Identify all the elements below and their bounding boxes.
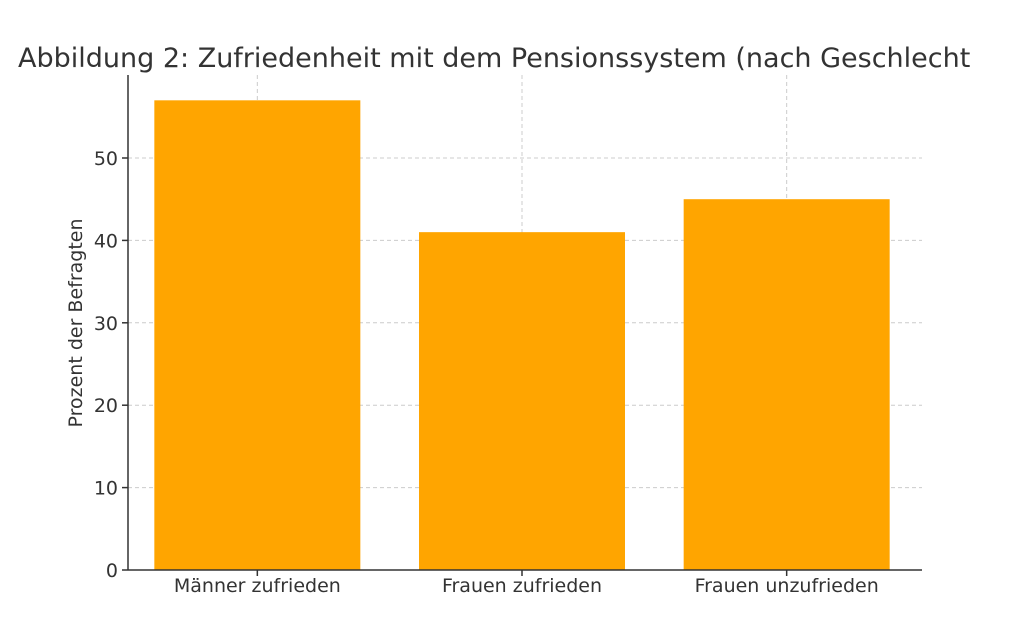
- x-tick-label: Frauen zufrieden: [442, 575, 602, 597]
- y-tick-label: 0: [106, 560, 118, 582]
- y-tick-label: 40: [94, 230, 118, 252]
- bars: [154, 100, 890, 570]
- y-tick-label: 50: [94, 148, 118, 170]
- x-tick-label: Männer zufrieden: [174, 575, 341, 597]
- bar: [683, 199, 890, 570]
- y-tick-label: 10: [94, 478, 118, 500]
- y-tick-label: 30: [94, 313, 118, 335]
- bar: [419, 232, 625, 570]
- x-tick-label: Frauen unzufrieden: [695, 575, 879, 597]
- chart-title: Abbildung 2: Zufriedenheit mit dem Pensi…: [18, 43, 970, 74]
- y-axis-label: Prozent der Befragten: [65, 218, 87, 427]
- y-ticks: 0 10 20 30 40 50: [94, 148, 128, 582]
- bar: [154, 100, 361, 570]
- x-ticks: Männer zufrieden Frauen zufrieden Frauen u…: [174, 570, 879, 597]
- y-tick-label: 20: [94, 395, 118, 417]
